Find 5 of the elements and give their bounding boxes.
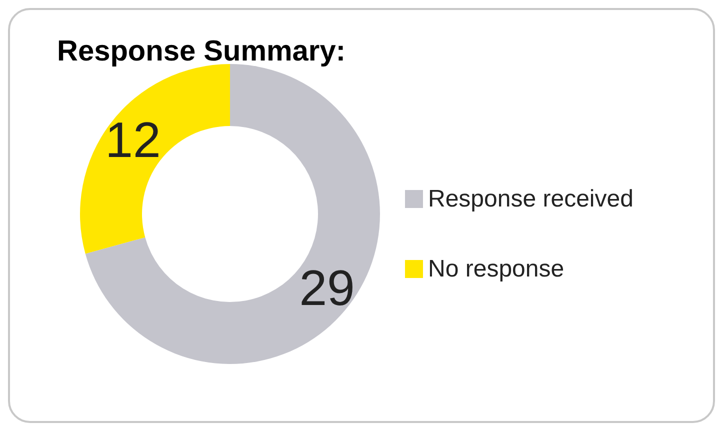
data-label: 12	[105, 112, 161, 168]
chart-title: Response Summary:	[57, 36, 346, 68]
legend-label: No response	[428, 256, 564, 282]
data-label: 29	[299, 260, 355, 316]
legend-label: Response received	[428, 186, 634, 212]
